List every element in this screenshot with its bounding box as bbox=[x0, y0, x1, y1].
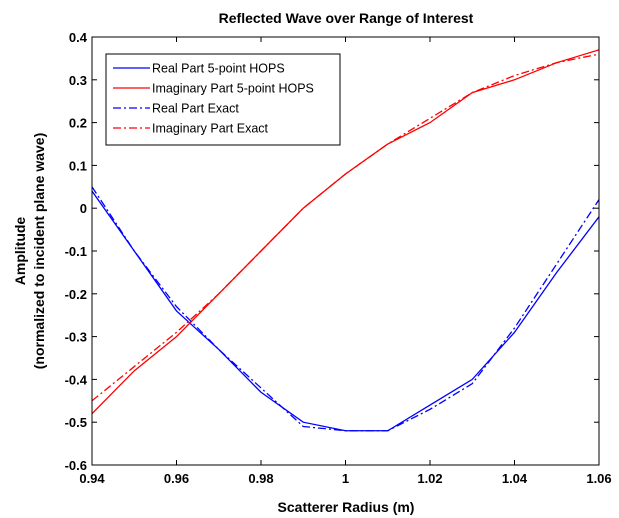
legend-box bbox=[105, 53, 341, 146]
x-axis-label: Scatterer Radius (m) bbox=[278, 499, 415, 515]
y-tick-label: 0.2 bbox=[69, 116, 87, 131]
series-line-3 bbox=[92, 186, 599, 432]
y-axis-label: Amplitude (normalized to incident plane … bbox=[12, 133, 47, 369]
y-tick-label: -0.1 bbox=[65, 244, 87, 259]
y-axis-label-line2: (normalized to incident plane wave) bbox=[31, 133, 47, 369]
x-tick-label: 1.04 bbox=[502, 471, 528, 486]
y-tick-label: 0 bbox=[80, 201, 87, 216]
x-tick-label: 0.98 bbox=[248, 471, 273, 486]
legend-label-4: Imaginary Part Exact bbox=[152, 122, 269, 136]
legend-label-1: Real Part 5-point HOPS bbox=[152, 62, 285, 76]
y-tick-label: -0.2 bbox=[65, 287, 87, 302]
x-tick-label: 1.02 bbox=[417, 471, 442, 486]
x-tick-label: 0.96 bbox=[164, 471, 189, 486]
x-tick-label: 1 bbox=[342, 471, 349, 486]
chart-title: Reflected Wave over Range of Interest bbox=[219, 10, 474, 26]
legend: Real Part 5-point HOPS Imaginary Part 5-p… bbox=[105, 53, 341, 146]
y-tick-label: -0.5 bbox=[65, 415, 87, 430]
y-tick-label: -0.3 bbox=[65, 330, 87, 345]
y-tick-label: -0.4 bbox=[65, 372, 88, 387]
y-tick-label: 0.1 bbox=[69, 158, 87, 173]
series-lines bbox=[92, 49, 599, 432]
legend-label-2: Imaginary Part 5-point HOPS bbox=[152, 82, 314, 96]
x-tick-label: 0.94 bbox=[79, 471, 105, 486]
x-tick-label: 1.06 bbox=[586, 471, 611, 486]
plot-area: 0.94 0.96 0.98 1 1.02 1.04 1.06 0.4 0.3 0.2 0.1 0 -0… bbox=[65, 30, 612, 486]
y-tick-label: -0.6 bbox=[65, 458, 87, 473]
series-line-4 bbox=[92, 53, 599, 402]
y-tick-label: 0.3 bbox=[69, 73, 87, 88]
y-tick-label: 0.4 bbox=[69, 30, 88, 45]
legend-label-3: Real Part Exact bbox=[152, 102, 239, 116]
y-axis-label-line1: Amplitude bbox=[12, 217, 28, 286]
